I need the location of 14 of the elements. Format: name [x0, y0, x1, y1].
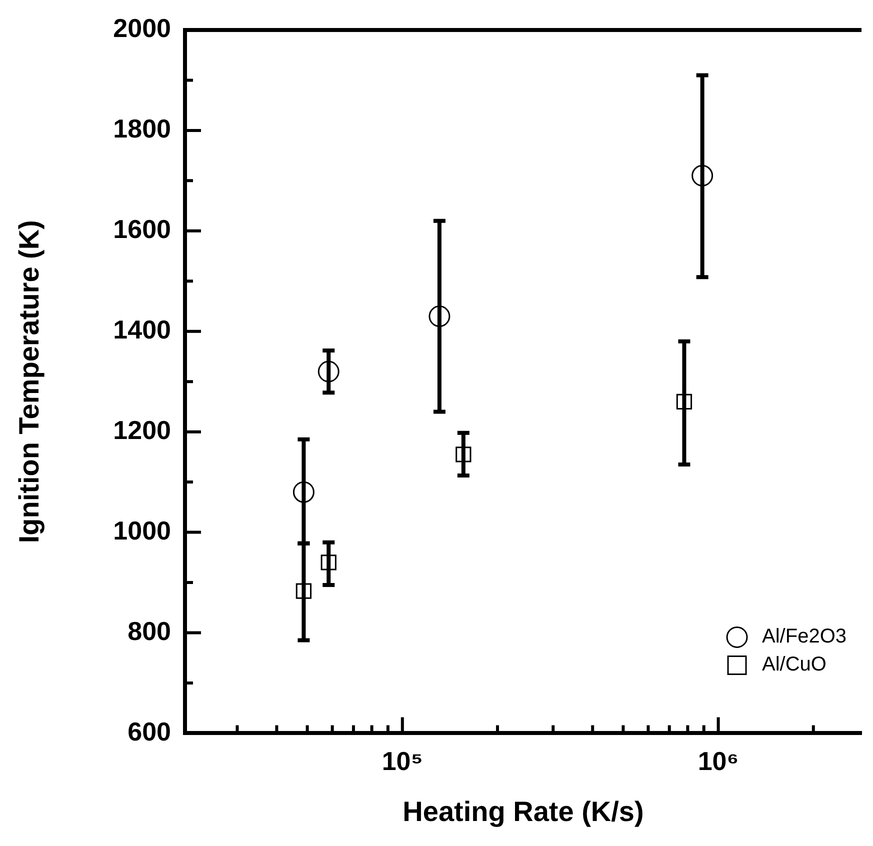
legend-label: Al/CuO	[762, 654, 826, 676]
y-tick-label: 1800	[113, 114, 171, 144]
y-tick-label: 1400	[113, 314, 171, 345]
x-axis-title: Heating Rate (K/s)	[402, 796, 644, 827]
y-tick-label: 800	[128, 616, 171, 646]
y-tick-label: 600	[128, 716, 171, 746]
x-tick-label: 10⁵	[382, 746, 423, 776]
legend-label: Al/Fe2O3	[762, 626, 846, 648]
y-tick-label: 1200	[113, 415, 171, 445]
x-tick-label: 10⁶	[698, 746, 739, 776]
y-tick-label: 2000	[113, 13, 171, 44]
y-tick-label: 1600	[113, 214, 171, 244]
y-tick-label: 1000	[113, 515, 171, 546]
y-axis-title: Ignition Temperature (K)	[14, 220, 45, 544]
